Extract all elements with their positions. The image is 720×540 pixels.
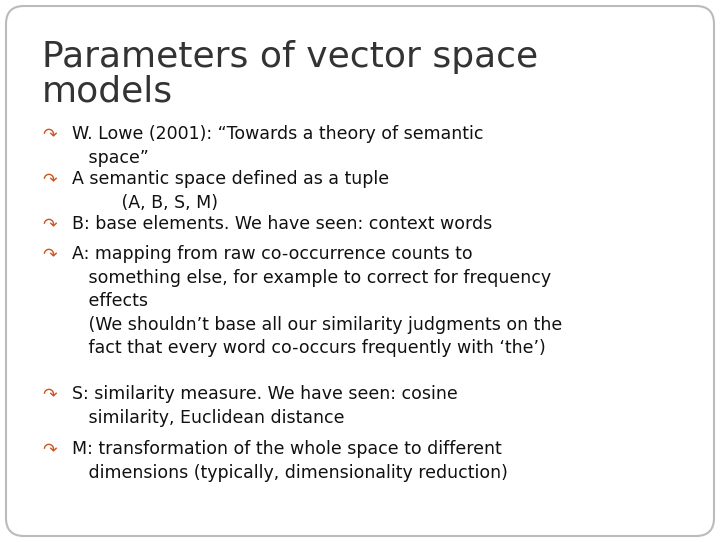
Text: models: models bbox=[42, 75, 173, 109]
Text: ↷: ↷ bbox=[42, 385, 56, 403]
Text: ↷: ↷ bbox=[42, 125, 56, 143]
Text: ↷: ↷ bbox=[42, 215, 56, 233]
Text: M: transformation of the whole space to different
   dimensions (typically, dime: M: transformation of the whole space to … bbox=[72, 440, 508, 482]
Text: A: mapping from raw co-occurrence counts to
   something else, for example to co: A: mapping from raw co-occurrence counts… bbox=[72, 245, 562, 357]
Text: ↷: ↷ bbox=[42, 245, 56, 263]
Text: ↷: ↷ bbox=[42, 440, 56, 458]
Text: B: base elements. We have seen: context words: B: base elements. We have seen: context … bbox=[72, 215, 492, 233]
Text: ↷: ↷ bbox=[42, 170, 56, 188]
Text: S: similarity measure. We have seen: cosine
   similarity, Euclidean distance: S: similarity measure. We have seen: cos… bbox=[72, 385, 458, 427]
FancyBboxPatch shape bbox=[6, 6, 714, 536]
Text: W. Lowe (2001): “Towards a theory of semantic
   space”: W. Lowe (2001): “Towards a theory of sem… bbox=[72, 125, 484, 167]
Text: Parameters of vector space: Parameters of vector space bbox=[42, 40, 538, 74]
Text: A semantic space defined as a tuple
         (A, B, S, M): A semantic space defined as a tuple (A, … bbox=[72, 170, 389, 212]
